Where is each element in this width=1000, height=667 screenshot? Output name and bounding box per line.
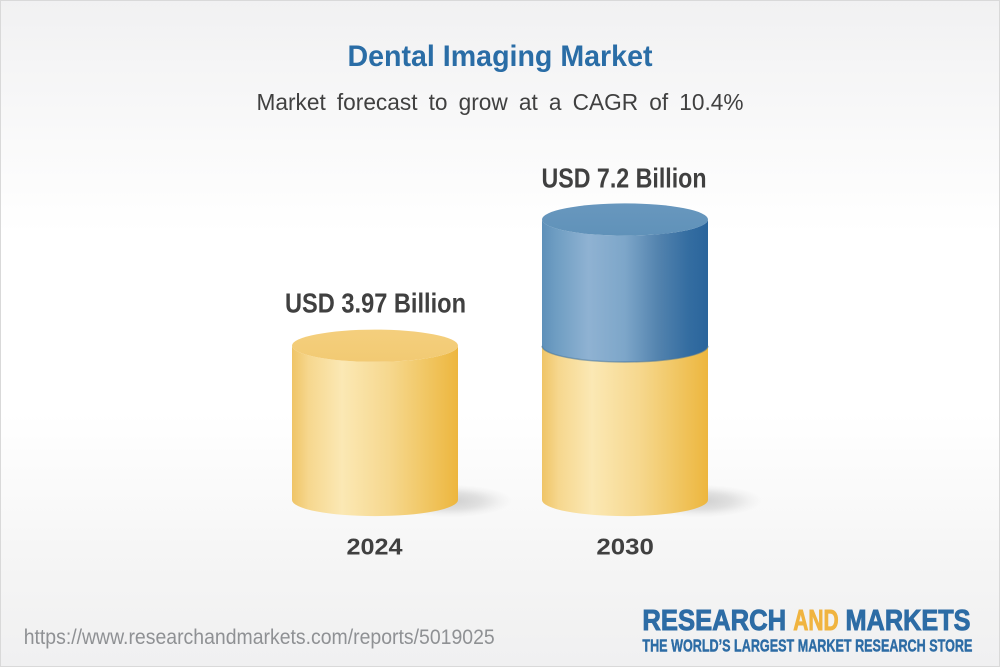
- svg-text:AND: AND: [793, 605, 838, 637]
- svg-text:2030: 2030: [596, 534, 654, 560]
- svg-text:Market forecast to grow at a C: Market forecast to grow at a CAGR of 10.…: [257, 89, 744, 115]
- svg-text:USD 7.2 Billion: USD 7.2 Billion: [542, 163, 707, 194]
- svg-text:https://www.researchandmarkets: https://www.researchandmarkets.com/repor…: [24, 625, 495, 649]
- svg-text:MARKETS: MARKETS: [846, 605, 971, 637]
- svg-text:RESEARCH: RESEARCH: [642, 605, 786, 637]
- svg-text:THE WORLD’S LARGEST MARKET RES: THE WORLD’S LARGEST MARKET RESEARCH STOR…: [642, 635, 972, 655]
- svg-text:USD 3.97 Billion: USD 3.97 Billion: [285, 288, 466, 319]
- svg-text:2024: 2024: [347, 534, 403, 560]
- svg-text:Dental Imaging Market: Dental Imaging Market: [348, 40, 653, 73]
